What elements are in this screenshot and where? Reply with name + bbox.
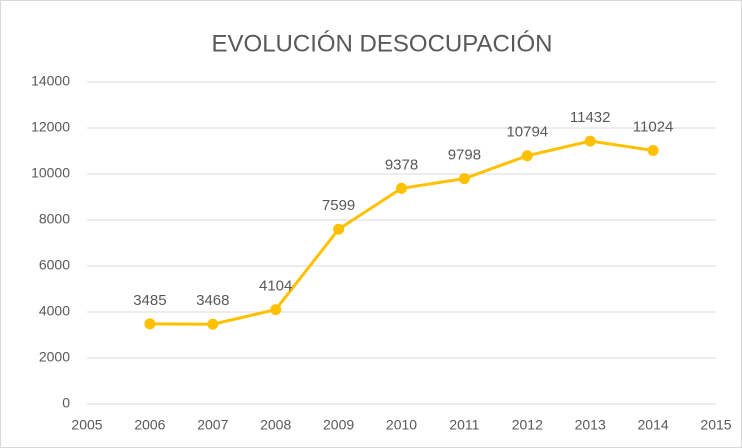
y-tick-label: 2000 [39,349,70,365]
y-tick-label: 0 [62,395,70,411]
x-tick-label: 2008 [260,417,291,433]
x-tick-label: 2005 [71,417,102,433]
y-tick-label: 12000 [31,119,70,135]
x-tick-label: 2011 [449,417,479,433]
y-tick-label: 6000 [39,257,70,273]
data-point [647,144,659,156]
data-point [458,173,470,185]
data-label: 9378 [385,156,418,173]
y-tick-label: 4000 [39,303,70,319]
y-tick-label: 10000 [31,165,70,181]
x-tick-label: 2015 [700,417,731,433]
data-point [396,182,407,194]
data-label: 11432 [570,109,611,126]
data-point [270,304,282,316]
x-tick-label: 2006 [134,417,165,433]
data-label: 11024 [633,118,674,135]
chart-title: EVOLUCIÓN DESOCUPACIÓN [212,30,553,57]
data-label: 4104 [259,278,292,295]
y-tick-label: 8000 [39,211,70,227]
x-tick-label: 2009 [323,417,354,433]
data-label: 9798 [448,147,481,164]
data-label: 7599 [322,197,355,214]
data-label: 3485 [133,292,166,309]
data-point [333,223,345,235]
x-tick-label: 2013 [575,417,606,433]
data-label: 3468 [196,292,229,309]
data-label: 10794 [506,124,548,141]
data-point [207,318,219,330]
x-tick-label: 2010 [386,417,417,433]
data-point [521,150,533,162]
x-tick-label: 2012 [512,417,543,433]
y-tick-label: 14000 [31,73,70,89]
data-point [584,135,596,147]
x-tick-label: 2014 [638,417,669,433]
data-point [144,318,156,330]
x-tick-label: 2007 [197,417,228,433]
